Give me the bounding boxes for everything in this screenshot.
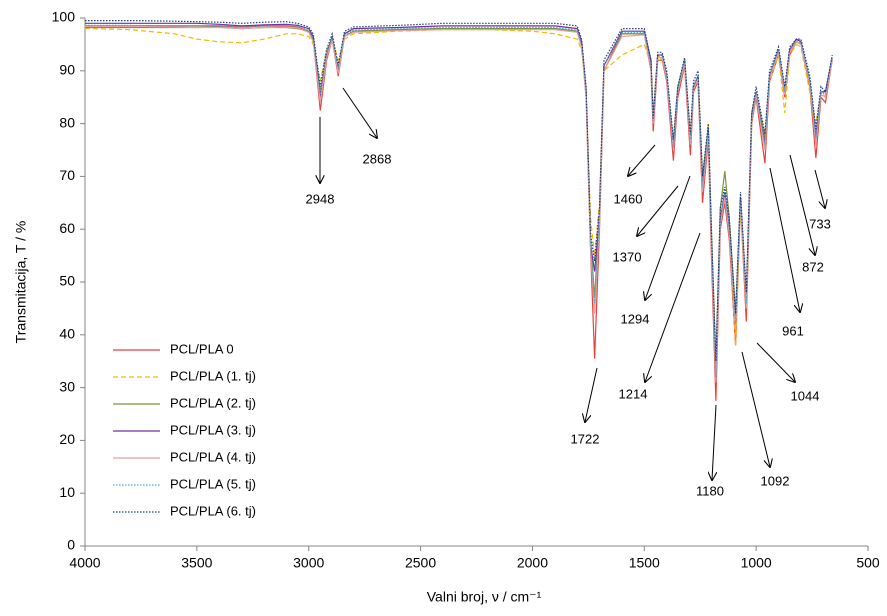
annotation-label: 1370 xyxy=(613,249,642,264)
x-tick-label: 2000 xyxy=(517,555,548,571)
annotation-arrow xyxy=(637,185,679,236)
legend-label: PCL/PLA (6. tj) xyxy=(170,503,256,518)
annotation-arrow xyxy=(712,404,716,480)
annotation-arrow xyxy=(645,232,701,382)
annotation-label: 733 xyxy=(809,216,831,231)
y-tick-label: 60 xyxy=(59,220,75,236)
y-tick-label: 80 xyxy=(59,114,75,130)
annotation-label: 872 xyxy=(802,259,824,274)
annotation-arrow xyxy=(769,167,800,312)
y-tick-label: 40 xyxy=(59,326,75,342)
y-tick-label: 90 xyxy=(59,62,75,78)
annotation-arrow xyxy=(756,342,795,382)
legend-label: PCL/PLA (1. tj) xyxy=(170,368,256,383)
series-line xyxy=(85,20,833,362)
series-line xyxy=(85,22,833,372)
annotation-arrow xyxy=(585,367,598,422)
y-tick-label: 30 xyxy=(59,378,75,394)
annotation-label: 1214 xyxy=(619,386,648,401)
annotation-arrow xyxy=(789,154,815,255)
x-axis-title: Valni broj, ν / cm⁻¹ xyxy=(427,589,542,605)
x-tick-label: 1000 xyxy=(741,555,772,571)
x-tick-label: 1500 xyxy=(629,555,660,571)
y-tick-label: 10 xyxy=(59,484,75,500)
x-tick-label: 3500 xyxy=(181,555,212,571)
y-tick-label: 70 xyxy=(59,167,75,183)
legend-label: PCL/PLA 0 xyxy=(170,341,234,356)
annotation-arrow xyxy=(342,87,377,138)
y-tick-label: 20 xyxy=(59,431,75,447)
annotation-label: 2868 xyxy=(363,151,392,166)
annotation-label: 1460 xyxy=(614,191,643,206)
x-tick-label: 3000 xyxy=(293,555,324,571)
annotation-label: 961 xyxy=(782,323,804,338)
series-line xyxy=(85,25,833,383)
annotation-label: 1044 xyxy=(791,388,820,403)
x-tick-label: 4000 xyxy=(69,555,100,571)
x-tick-label: 500 xyxy=(856,555,880,571)
y-tick-label: 0 xyxy=(67,537,75,553)
legend-label: PCL/PLA (2. tj) xyxy=(170,395,256,410)
legend-label: PCL/PLA (4. tj) xyxy=(170,449,256,464)
legend-label: PCL/PLA (5. tj) xyxy=(170,476,256,491)
annotation-arrow xyxy=(741,351,770,467)
y-tick-label: 100 xyxy=(52,9,76,25)
annotation-label: 1294 xyxy=(621,311,650,326)
x-tick-label: 2500 xyxy=(405,555,436,571)
series-line xyxy=(85,24,833,378)
y-axis-title: Transmitacija, T / % xyxy=(13,221,29,344)
y-tick-label: 50 xyxy=(59,273,75,289)
annotation-label: 1180 xyxy=(696,483,724,498)
annotation-arrow xyxy=(645,175,691,300)
series-line xyxy=(84,28,833,362)
annotation-arrow xyxy=(814,169,825,208)
legend-label: PCL/PLA (3. tj) xyxy=(170,422,256,437)
annotation-label: 1722 xyxy=(571,431,600,446)
series-line xyxy=(85,26,833,367)
annotation-label: 2948 xyxy=(306,191,335,206)
annotation-arrow xyxy=(628,144,656,176)
annotation-label: 1092 xyxy=(761,473,790,488)
